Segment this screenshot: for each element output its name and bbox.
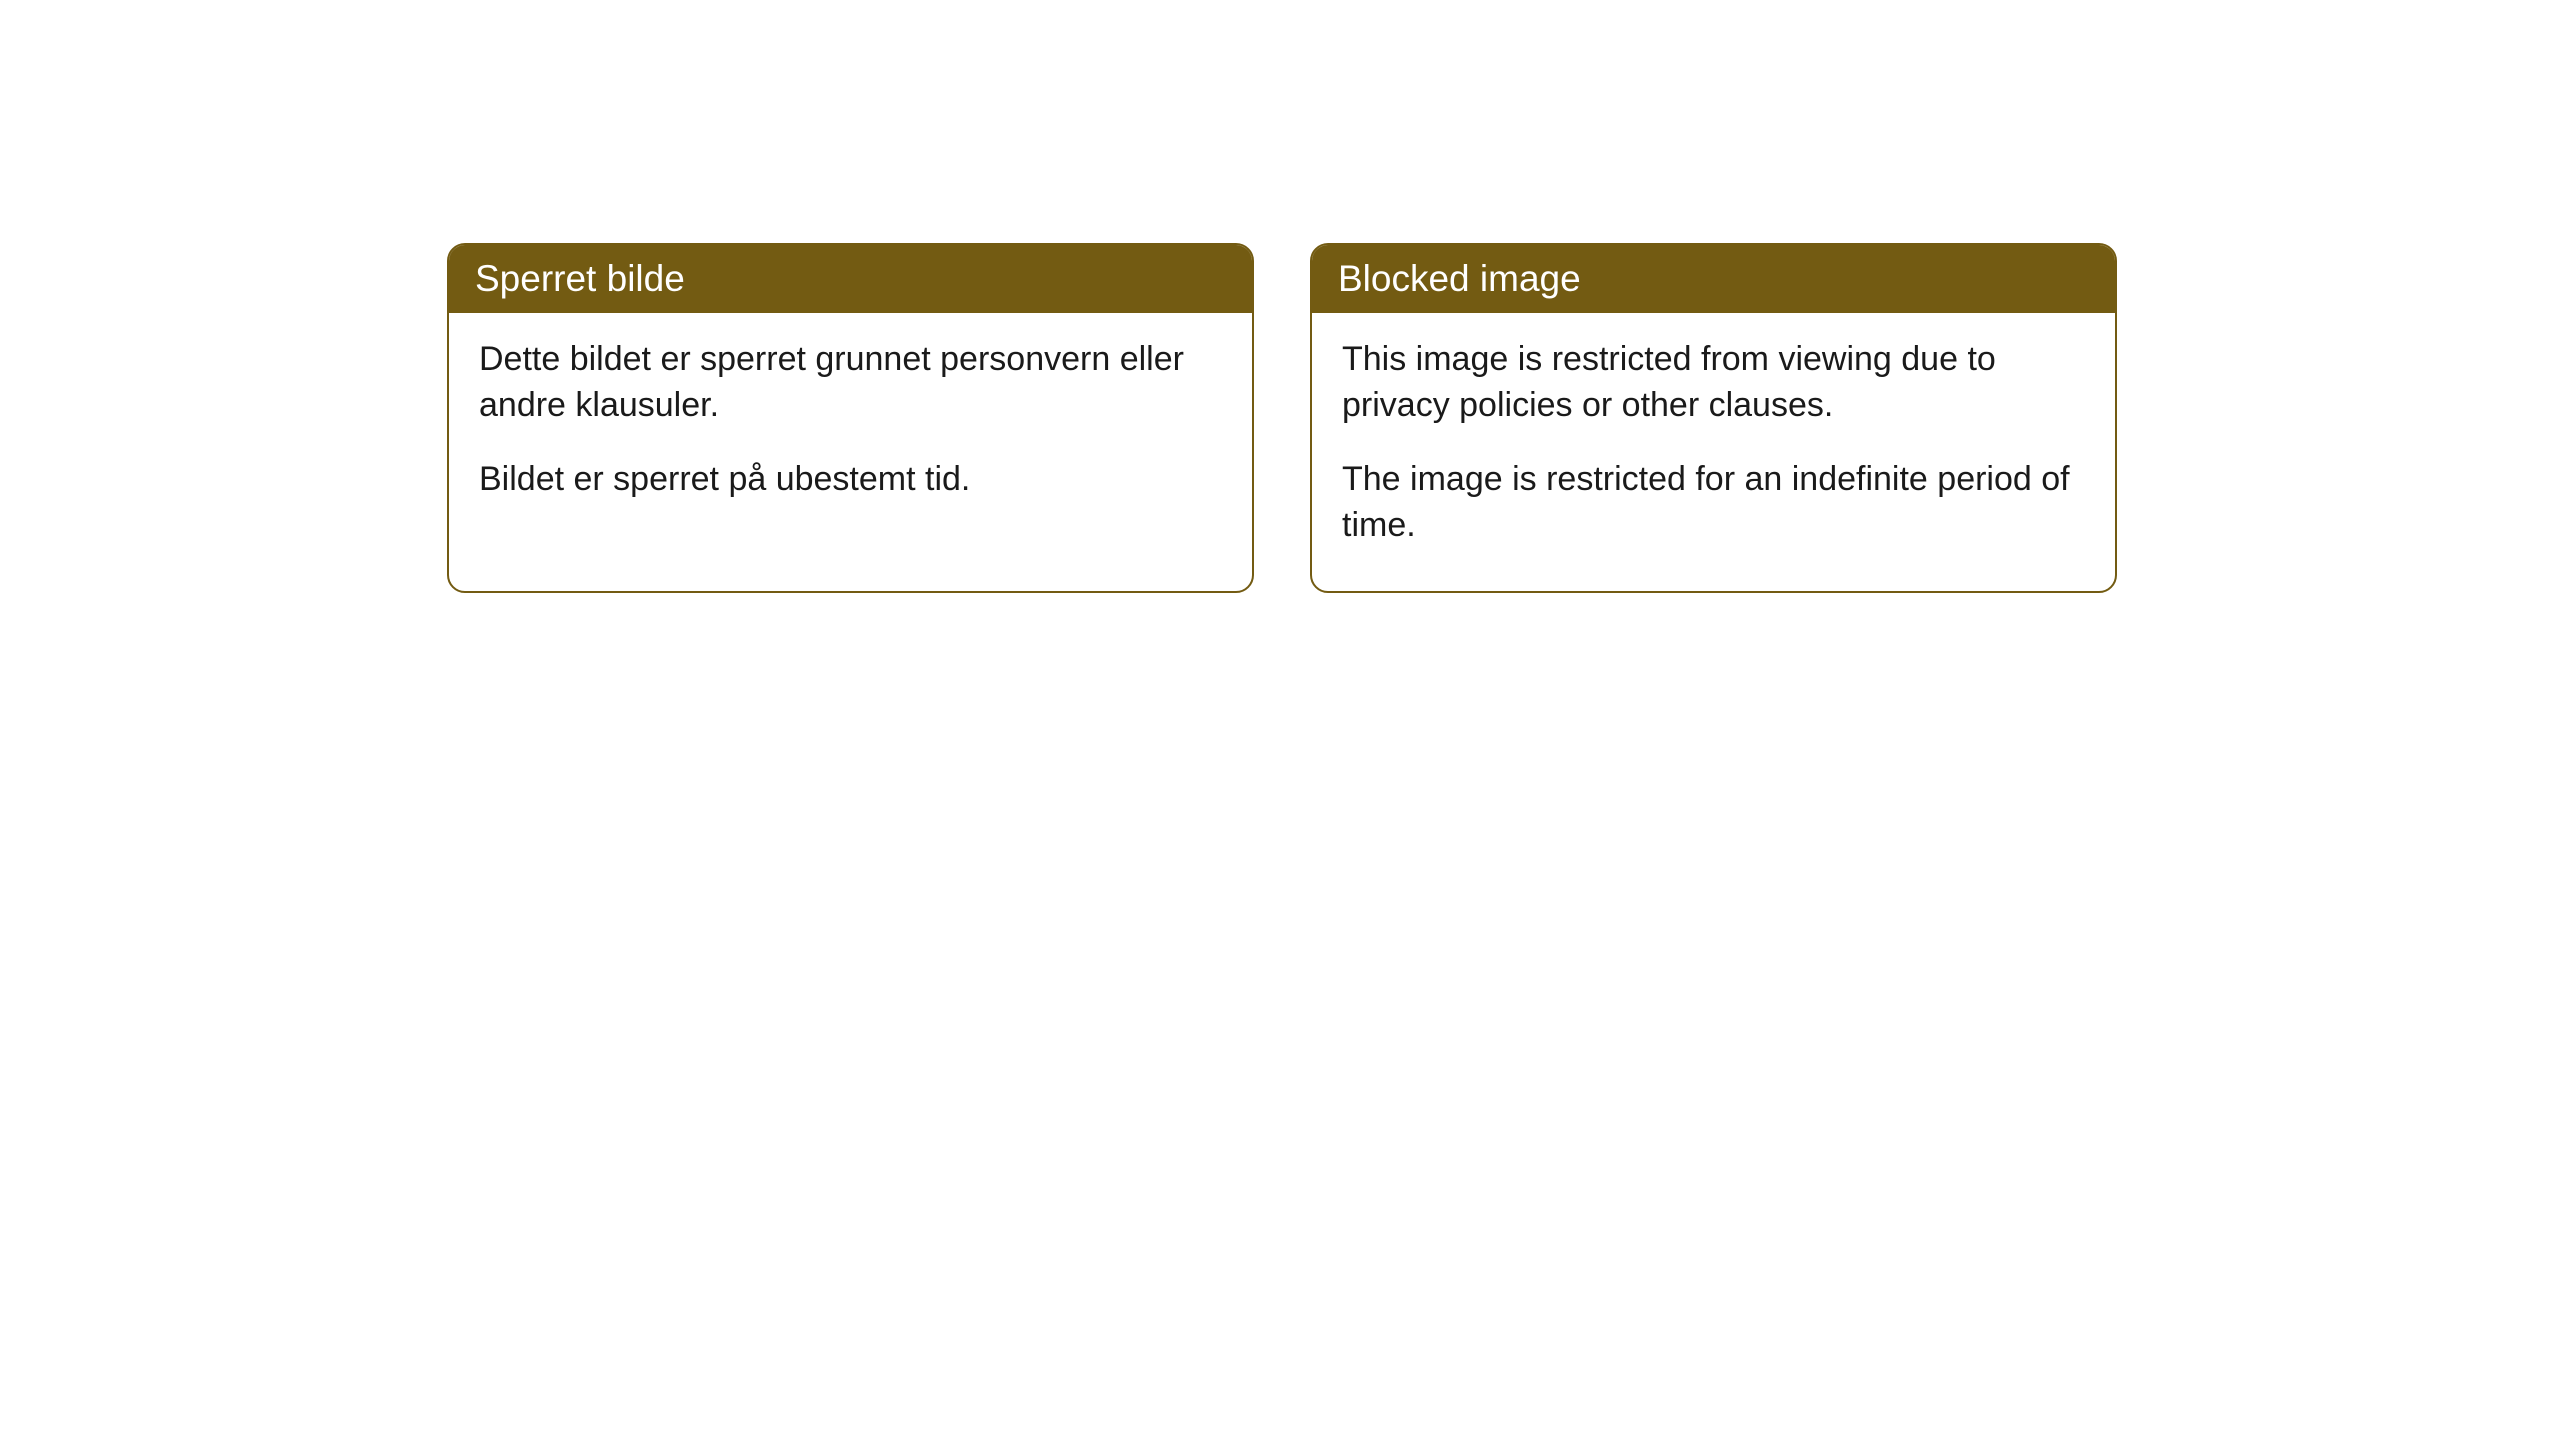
notice-card-norwegian: Sperret bilde Dette bildet er sperret gr…	[447, 243, 1254, 593]
card-paragraph: This image is restricted from viewing du…	[1342, 337, 2085, 429]
card-header: Sperret bilde	[449, 245, 1252, 313]
card-paragraph: Dette bildet er sperret grunnet personve…	[479, 337, 1222, 429]
card-body: Dette bildet er sperret grunnet personve…	[449, 313, 1252, 545]
card-paragraph: The image is restricted for an indefinit…	[1342, 457, 2085, 549]
card-header: Blocked image	[1312, 245, 2115, 313]
card-paragraph: Bildet er sperret på ubestemt tid.	[479, 457, 1222, 503]
card-body: This image is restricted from viewing du…	[1312, 313, 2115, 591]
notice-card-english: Blocked image This image is restricted f…	[1310, 243, 2117, 593]
notice-cards-container: Sperret bilde Dette bildet er sperret gr…	[447, 243, 2117, 593]
